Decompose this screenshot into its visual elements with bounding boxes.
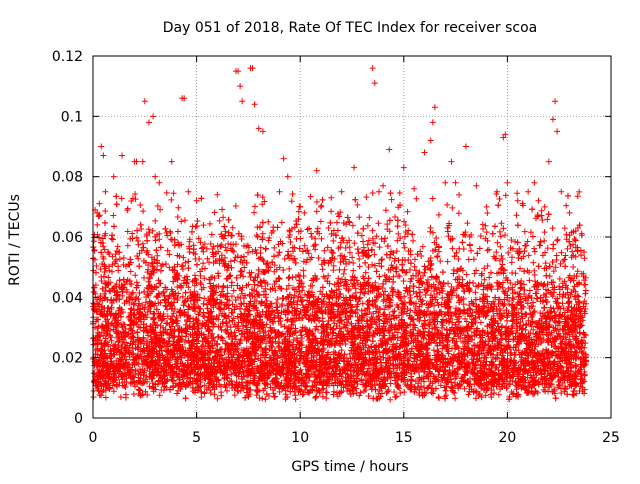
chart-title: Day 051 of 2018, Rate Of TEC Index for r… <box>163 20 538 36</box>
